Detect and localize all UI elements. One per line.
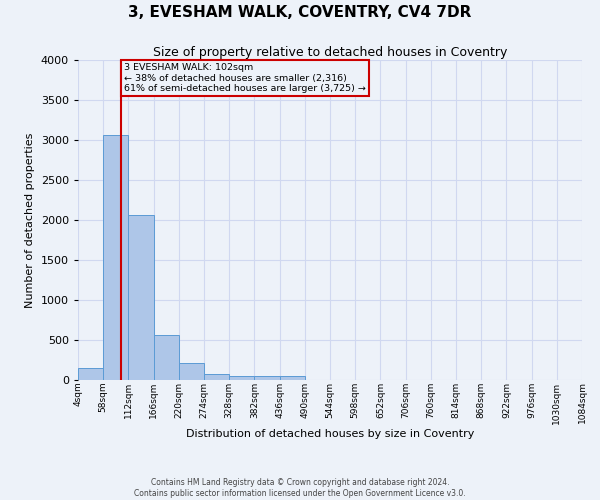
Text: 3, EVESHAM WALK, COVENTRY, CV4 7DR: 3, EVESHAM WALK, COVENTRY, CV4 7DR [128, 5, 472, 20]
Text: 3 EVESHAM WALK: 102sqm
← 38% of detached houses are smaller (2,316)
61% of semi-: 3 EVESHAM WALK: 102sqm ← 38% of detached… [124, 63, 366, 93]
Bar [280, 376, 305, 380]
Title: Size of property relative to detached houses in Coventry: Size of property relative to detached ho… [153, 46, 507, 59]
Bar [154, 335, 179, 380]
Bar [103, 135, 128, 380]
Bar [78, 368, 103, 380]
Bar [204, 374, 229, 380]
Bar [229, 376, 254, 380]
Y-axis label: Number of detached properties: Number of detached properties [25, 132, 35, 308]
Bar [128, 215, 154, 380]
Bar [254, 376, 280, 380]
X-axis label: Distribution of detached houses by size in Coventry: Distribution of detached houses by size … [186, 429, 474, 439]
Bar [179, 363, 204, 380]
Text: Contains HM Land Registry data © Crown copyright and database right 2024.
Contai: Contains HM Land Registry data © Crown c… [134, 478, 466, 498]
